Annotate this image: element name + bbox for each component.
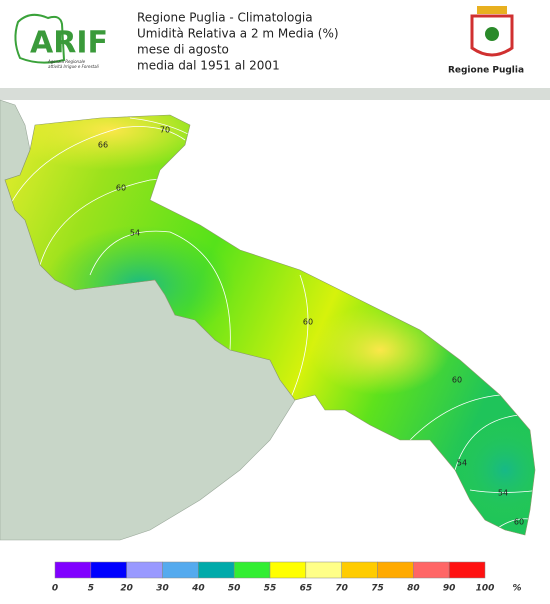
header-line: media dal 1951 al 2001 [137,59,280,73]
header-line: Regione Puglia - Climatologia [137,11,313,25]
legend-label: 50 [228,584,241,594]
contour-label: 70 [160,126,170,135]
legend-label: 90 [443,584,456,594]
contour-label: 60 [452,376,462,385]
legend-unit: % [512,584,521,594]
legend-swatch [377,561,414,579]
legend: 0 5 20 30 40 50 55 65 70 75 80 90 100% [52,561,522,594]
legend-label: 100 [476,584,495,594]
legend-swatch [341,561,378,579]
legend-label: 70 [335,584,348,594]
legend-label: 80 [407,584,420,594]
logo: ARIF Agenzia Regionale attività Irrigue … [14,13,108,69]
contour-label: 54 [457,459,467,468]
legend-swatch [198,561,235,579]
header-line: Umidità Relativa a 2 m Media (%) [137,27,339,41]
legend-swatch [233,561,271,579]
legend-label: 5 [88,584,94,594]
header: Regione Puglia - Climatologia Umidità Rel… [137,11,339,73]
map-band [0,88,550,100]
crest: Regione Puglia [448,6,524,76]
contour-label: 54 [130,229,140,238]
legend-label: 65 [300,584,313,594]
contour-labels: 70 66 60 54 60 60 54 54 60 [98,126,524,527]
header-line: mese di agosto [137,43,229,57]
logo-subtitle: Agenzia Regionale [47,59,86,64]
legend-swatch [162,561,199,579]
legend-swatch [269,561,307,579]
logo-subtitle: attività Irrigue e Forestali [48,64,100,69]
contour-label: 54 [498,489,508,498]
contour-label: 66 [98,141,108,150]
legend-label: 20 [120,584,133,594]
region-label: Regione Puglia [448,66,524,76]
legend-swatch [413,561,450,579]
legend-swatch [54,561,92,579]
legend-label: 30 [156,584,169,594]
contour-label: 60 [303,318,313,327]
map: 70 66 60 54 60 60 54 54 60 [0,88,550,541]
logo-text: ARIF [30,26,108,61]
legend-swatch [90,561,127,579]
legend-label: 75 [371,584,384,594]
legend-label: 0 [52,584,58,594]
legend-swatch [126,561,163,579]
legend-label: 55 [264,584,277,594]
contour-label: 60 [514,518,524,527]
legend-swatch [448,561,486,579]
contour-label: 60 [116,184,126,193]
legend-label: 40 [191,584,205,594]
legend-swatch [305,561,342,579]
